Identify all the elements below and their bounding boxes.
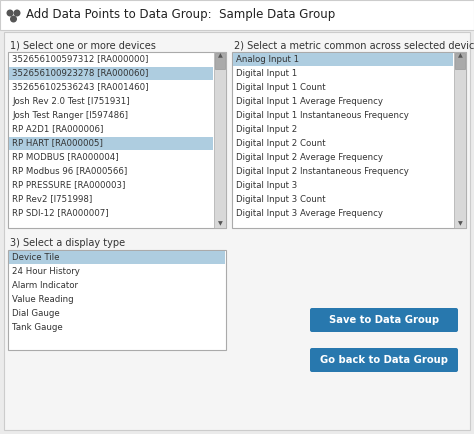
Circle shape [14, 10, 20, 16]
Text: Digital Input 2 Count: Digital Input 2 Count [236, 138, 326, 148]
FancyBboxPatch shape [4, 32, 470, 430]
Text: ▼: ▼ [218, 221, 222, 227]
Text: Dial Gauge: Dial Gauge [12, 309, 60, 318]
FancyBboxPatch shape [310, 308, 458, 332]
Text: Alarm Indicator: Alarm Indicator [12, 280, 78, 289]
Text: RP Modbus 96 [RA000566]: RP Modbus 96 [RA000566] [12, 167, 127, 175]
Text: Josh Test Ranger [I597486]: Josh Test Ranger [I597486] [12, 111, 128, 119]
Text: Tank Gauge: Tank Gauge [12, 322, 63, 332]
Text: 24 Hour History: 24 Hour History [12, 266, 80, 276]
Text: 352656102536243 [RA001460]: 352656102536243 [RA001460] [12, 82, 148, 92]
Text: Digital Input 1: Digital Input 1 [236, 69, 297, 78]
Text: Device Tile: Device Tile [12, 253, 60, 262]
Circle shape [7, 10, 13, 16]
Text: Digital Input 2 Instantaneous Frequency: Digital Input 2 Instantaneous Frequency [236, 167, 409, 175]
Circle shape [11, 16, 16, 22]
Text: Josh Rev 2.0 Test [I751931]: Josh Rev 2.0 Test [I751931] [12, 96, 129, 105]
FancyBboxPatch shape [233, 53, 453, 66]
FancyBboxPatch shape [232, 52, 466, 228]
Text: Save to Data Group: Save to Data Group [329, 315, 439, 325]
Text: RP A2D1 [RA000006]: RP A2D1 [RA000006] [12, 125, 103, 134]
FancyBboxPatch shape [9, 66, 213, 79]
Text: Digital Input 2: Digital Input 2 [236, 125, 297, 134]
Text: Digital Input 1 Instantaneous Frequency: Digital Input 1 Instantaneous Frequency [236, 111, 409, 119]
Text: Digital Input 3: Digital Input 3 [236, 181, 297, 190]
Text: Digital Input 1 Average Frequency: Digital Input 1 Average Frequency [236, 96, 383, 105]
Text: Digital Input 3 Average Frequency: Digital Input 3 Average Frequency [236, 208, 383, 217]
Text: RP HART [RA000005]: RP HART [RA000005] [12, 138, 103, 148]
Text: ▲: ▲ [457, 53, 462, 59]
Text: RP SDI-12 [RA000007]: RP SDI-12 [RA000007] [12, 208, 109, 217]
FancyBboxPatch shape [8, 52, 226, 228]
Text: 352656100597312 [RA000000]: 352656100597312 [RA000000] [12, 55, 148, 63]
FancyBboxPatch shape [310, 348, 458, 372]
FancyBboxPatch shape [8, 250, 226, 350]
Text: RP MODBUS [RA000004]: RP MODBUS [RA000004] [12, 152, 118, 161]
Text: 2) Select a metric common across selected devices: 2) Select a metric common across selecte… [234, 40, 474, 50]
Text: Digital Input 2 Average Frequency: Digital Input 2 Average Frequency [236, 152, 383, 161]
FancyBboxPatch shape [455, 53, 465, 69]
Text: 3) Select a display type: 3) Select a display type [10, 238, 125, 248]
FancyBboxPatch shape [9, 250, 225, 263]
FancyBboxPatch shape [454, 52, 466, 228]
Text: Value Reading: Value Reading [12, 295, 73, 303]
Text: Go back to Data Group: Go back to Data Group [320, 355, 448, 365]
FancyBboxPatch shape [0, 0, 474, 30]
Text: 1) Select one or more devices: 1) Select one or more devices [10, 40, 156, 50]
Text: RP Rev2 [I751998]: RP Rev2 [I751998] [12, 194, 92, 204]
Text: Add Data Points to Data Group:  Sample Data Group: Add Data Points to Data Group: Sample Da… [26, 8, 335, 21]
Text: Analog Input 1: Analog Input 1 [236, 55, 299, 63]
FancyBboxPatch shape [9, 137, 213, 149]
Text: RP PRESSURE [RA000003]: RP PRESSURE [RA000003] [12, 181, 126, 190]
Text: 352656100923278 [RA000060]: 352656100923278 [RA000060] [12, 69, 148, 78]
FancyBboxPatch shape [214, 52, 226, 228]
Text: Digital Input 3 Count: Digital Input 3 Count [236, 194, 326, 204]
Text: ▲: ▲ [218, 53, 222, 59]
Text: ▼: ▼ [457, 221, 462, 227]
FancyBboxPatch shape [215, 53, 225, 69]
Text: Digital Input 1 Count: Digital Input 1 Count [236, 82, 326, 92]
